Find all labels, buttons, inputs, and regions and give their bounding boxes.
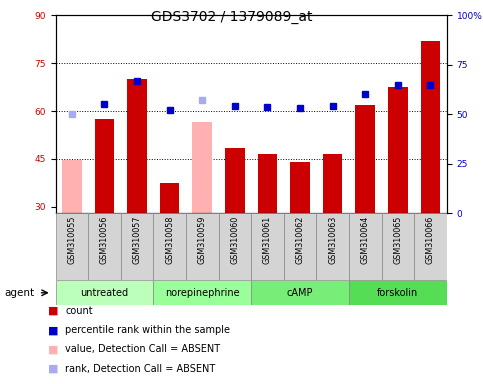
Text: GSM310056: GSM310056 xyxy=(100,216,109,264)
Text: GSM310055: GSM310055 xyxy=(67,216,76,264)
Bar xyxy=(193,122,212,213)
Bar xyxy=(414,213,447,280)
Bar xyxy=(382,213,414,280)
Text: ■: ■ xyxy=(48,325,59,335)
Text: GSM310059: GSM310059 xyxy=(198,216,207,264)
Text: untreated: untreated xyxy=(80,288,128,298)
Text: percentile rank within the sample: percentile rank within the sample xyxy=(65,325,230,335)
Text: forskolin: forskolin xyxy=(377,288,418,298)
Bar xyxy=(251,213,284,280)
Text: ■: ■ xyxy=(48,364,59,374)
Bar xyxy=(95,119,114,213)
Bar xyxy=(62,161,82,213)
Bar xyxy=(349,213,382,280)
Bar xyxy=(186,213,218,280)
Text: rank, Detection Call = ABSENT: rank, Detection Call = ABSENT xyxy=(65,364,215,374)
Bar xyxy=(56,213,88,280)
Text: cAMP: cAMP xyxy=(287,288,313,298)
Bar xyxy=(349,280,447,305)
Bar xyxy=(154,280,251,305)
Bar xyxy=(154,213,186,280)
Text: GSM310062: GSM310062 xyxy=(296,216,305,264)
Text: GSM310057: GSM310057 xyxy=(132,216,142,264)
Bar xyxy=(251,280,349,305)
Bar xyxy=(121,213,154,280)
Text: norepinephrine: norepinephrine xyxy=(165,288,240,298)
Text: GDS3702 / 1379089_at: GDS3702 / 1379089_at xyxy=(151,10,313,23)
Bar xyxy=(225,148,245,213)
Text: agent: agent xyxy=(5,288,35,298)
Text: GSM310066: GSM310066 xyxy=(426,216,435,264)
Bar xyxy=(258,154,277,213)
Text: ■: ■ xyxy=(48,344,59,354)
Bar xyxy=(284,213,316,280)
Text: count: count xyxy=(65,306,93,316)
Bar xyxy=(160,183,180,213)
Text: GSM310061: GSM310061 xyxy=(263,216,272,264)
Text: GSM310063: GSM310063 xyxy=(328,216,337,264)
Text: GSM310058: GSM310058 xyxy=(165,216,174,264)
Text: GSM310065: GSM310065 xyxy=(393,216,402,264)
Bar xyxy=(421,41,440,213)
Bar xyxy=(88,213,121,280)
Bar xyxy=(388,87,408,213)
Bar xyxy=(219,213,251,280)
Text: value, Detection Call = ABSENT: value, Detection Call = ABSENT xyxy=(65,344,220,354)
Bar xyxy=(316,213,349,280)
Text: GSM310060: GSM310060 xyxy=(230,216,240,264)
Bar xyxy=(56,280,154,305)
Bar xyxy=(355,105,375,213)
Text: ■: ■ xyxy=(48,306,59,316)
Text: GSM310064: GSM310064 xyxy=(361,216,370,264)
Bar xyxy=(323,154,342,213)
Bar xyxy=(290,162,310,213)
Bar xyxy=(128,79,147,213)
